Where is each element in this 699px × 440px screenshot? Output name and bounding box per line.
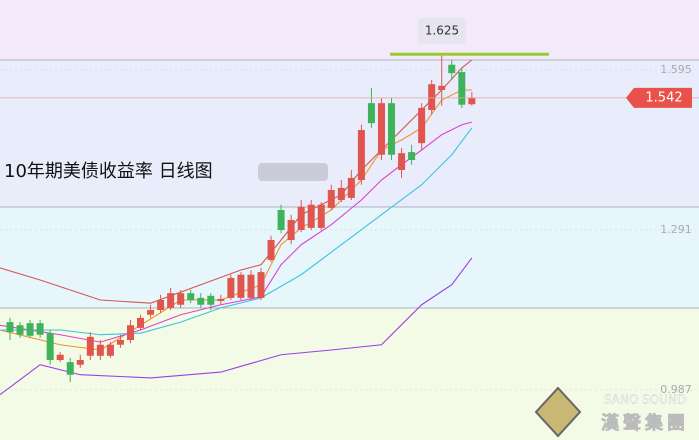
candle-body (116, 340, 124, 345)
band (0, 207, 699, 308)
candle-body (257, 272, 265, 298)
candle-body (6, 322, 14, 333)
last-price-label: 1.542 (645, 90, 682, 105)
candle-body (458, 72, 466, 105)
y-tick-label: 1.595 (660, 63, 692, 76)
candle-body (438, 85, 446, 90)
candle-body (96, 344, 104, 356)
candle-body (56, 354, 64, 360)
candle-body (377, 103, 385, 155)
candle-body (247, 274, 255, 298)
candle-body (317, 204, 325, 228)
candle-body (408, 152, 416, 160)
candle-body (187, 293, 195, 300)
candle-body (217, 298, 225, 302)
candle-body (167, 293, 175, 308)
logo (534, 386, 582, 438)
candle-body (26, 323, 34, 336)
candle-body (36, 323, 44, 335)
candle-body (237, 274, 245, 298)
candle-body (367, 103, 375, 124)
candle-body (106, 344, 114, 356)
candle-body (147, 310, 155, 315)
high-label-box (418, 18, 466, 44)
candle-body (347, 177, 355, 198)
candle-body (277, 210, 285, 230)
candle-body (448, 64, 456, 74)
chart-title: 10年期美债收益率 日线图 (4, 161, 213, 182)
candle-body (16, 325, 24, 335)
candle-body (388, 103, 396, 155)
watermark: SANO SOUND (604, 393, 686, 407)
band (0, 0, 699, 60)
watermark: 漢聲集團 (601, 412, 689, 434)
blurred-logo (258, 163, 328, 181)
candle-body (46, 333, 54, 360)
candle-body (327, 190, 335, 208)
candle-body (468, 97, 476, 105)
last-price-tag (626, 87, 692, 108)
candle-body (227, 277, 235, 298)
y-tick-label: 0.987 (660, 383, 692, 396)
candle-body (137, 317, 145, 328)
band (0, 308, 699, 440)
candle-body (337, 187, 345, 200)
candle-body (197, 297, 205, 305)
candle-body (126, 325, 134, 340)
candle-body (297, 206, 305, 230)
candle-body (157, 300, 165, 310)
candle-body (428, 84, 436, 110)
candle-body (418, 107, 426, 144)
candle-body (177, 293, 185, 305)
candle-body (66, 362, 74, 375)
candle-body (76, 360, 84, 365)
candle-body (287, 220, 295, 240)
candle-body (86, 336, 94, 356)
y-tick-label: 1.291 (660, 223, 692, 236)
plot: 1.595 1.291 0.987 1.625 1.542 (0, 18, 699, 396)
high-label: 1.625 (425, 24, 459, 38)
candle-body (207, 295, 215, 305)
candle-body (357, 130, 365, 180)
candle-body (398, 153, 406, 170)
candle-body (307, 204, 315, 228)
candle-body (267, 240, 275, 260)
